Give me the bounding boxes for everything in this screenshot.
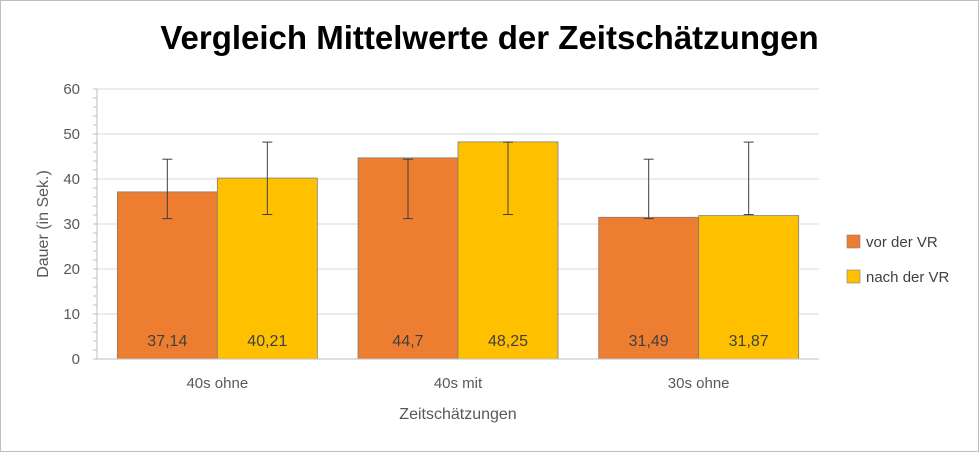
x-tick-label: 40s mit [434,375,483,392]
legend-swatch-nach [846,269,861,284]
data-label: 37,14 [147,333,187,350]
y-tick-label: 10 [63,306,80,323]
chart-title: Vergleich Mittelwerte der Zeitschätzunge… [160,19,819,56]
y-tick-label: 40 [63,171,80,188]
data-label: 44,7 [392,333,423,350]
y-tick-label: 20 [63,261,80,278]
x-tick-label: 40s ohne [186,375,248,392]
x-axis-title: Zeitschätzungen [399,406,516,423]
data-label: 40,21 [247,333,287,350]
y-tick-label: 30 [63,216,80,233]
y-axis-title: Dauer (in Sek.) [35,170,52,278]
y-tick-label: 60 [63,81,80,98]
legend-swatch-vor [846,234,861,249]
legend-label: nach der VR [866,269,950,286]
y-tick-label: 0 [72,351,80,368]
bar-nach-3 [698,215,800,360]
y-tick-label: 50 [63,126,80,143]
data-label: 31,49 [629,333,669,350]
legend-label: vor der VR [866,234,938,251]
x-tick-label: 30s ohne [668,375,730,392]
data-label: 48,25 [488,333,528,350]
data-label: 31,87 [729,333,769,350]
